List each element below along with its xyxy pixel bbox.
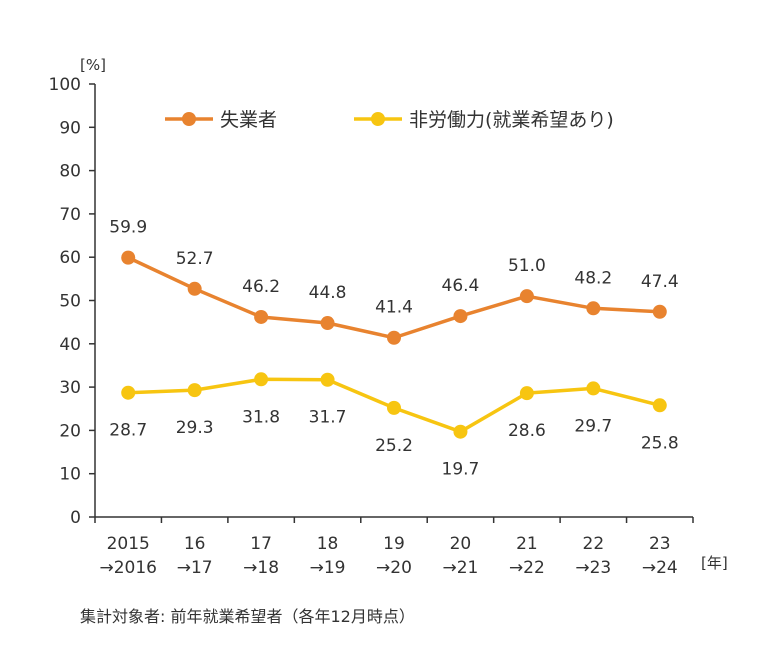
data-point xyxy=(652,398,667,413)
x-tick-label: →21 xyxy=(442,558,478,578)
y-tick-label: 10 xyxy=(59,465,81,485)
x-tick-label: →17 xyxy=(177,558,213,578)
x-tick-label: 19 xyxy=(383,534,405,554)
x-tick-label: 23 xyxy=(649,534,671,554)
data-point xyxy=(586,381,601,396)
x-tick-label: →23 xyxy=(575,558,611,578)
data-label: 51.0 xyxy=(508,256,546,276)
data-label: 44.8 xyxy=(309,283,347,303)
x-tick-label: →20 xyxy=(376,558,412,578)
data-point xyxy=(453,424,468,439)
y-tick-label: 20 xyxy=(59,421,81,441)
data-point xyxy=(519,289,534,304)
y-tick-label: 80 xyxy=(59,162,81,182)
data-point xyxy=(519,386,534,401)
x-tick-label: →18 xyxy=(243,558,279,578)
series: 28.7 29.3 31.8 31.7 25.2 19.7 28.6 29.7 25.8 xyxy=(109,372,679,480)
data-point xyxy=(320,372,335,387)
data-point xyxy=(254,372,269,387)
x-tick-label: →24 xyxy=(642,558,678,578)
x-tick-label: 22 xyxy=(583,534,605,554)
data-label: 48.2 xyxy=(574,268,612,288)
legend-label: 失業者 xyxy=(220,109,277,131)
y-tick-label: 40 xyxy=(59,335,81,355)
legend-item: 非労働力(就業希望あり) xyxy=(354,109,614,131)
y-ticks: 0 10 20 30 40 50 60 70 80 90 100 xyxy=(49,75,95,528)
data-label: 46.2 xyxy=(242,277,280,297)
x-tick-label: →19 xyxy=(310,558,346,578)
x-ticks: 2015 →2016 16 →17 17 →18 18 →19 19 →20 20 →21 21 →22 2… xyxy=(94,517,694,578)
data-label: 29.3 xyxy=(176,418,214,438)
data-label: 46.4 xyxy=(442,276,480,296)
data-label: 28.7 xyxy=(109,421,147,441)
data-point xyxy=(320,316,335,331)
series: 59.9 52.7 46.2 44.8 41.4 46.4 51.0 48.2 47.4 xyxy=(109,218,679,345)
legend: 失業者 非労働力(就業希望あり) xyxy=(165,109,614,131)
x-tick-label: →2016 xyxy=(99,558,157,578)
x-unit-label: [年] xyxy=(701,554,728,572)
data-point xyxy=(652,304,667,319)
y-tick-label: 0 xyxy=(70,508,81,528)
data-label: 19.7 xyxy=(442,460,480,480)
y-tick-label: 70 xyxy=(59,205,81,225)
data-label: 47.4 xyxy=(641,272,679,292)
legend-item: 失業者 xyxy=(165,109,277,131)
data-point xyxy=(387,330,401,345)
data-point xyxy=(187,383,202,398)
y-tick-label: 100 xyxy=(49,75,81,95)
data-label: 25.8 xyxy=(641,433,679,453)
x-tick-label: 17 xyxy=(250,534,272,554)
data-label: 31.8 xyxy=(242,407,280,427)
data-label: 59.9 xyxy=(109,218,147,238)
y-tick-label: 60 xyxy=(59,248,81,268)
data-label: 31.7 xyxy=(309,408,347,428)
x-tick-label: 2015 xyxy=(107,534,150,554)
y-tick-label: 30 xyxy=(59,378,81,398)
data-label: 52.7 xyxy=(176,249,214,269)
data-point xyxy=(254,309,269,324)
data-point xyxy=(586,301,601,316)
legend-marker xyxy=(371,112,385,126)
data-label: 41.4 xyxy=(375,298,413,318)
x-tick-label: 21 xyxy=(516,534,538,554)
data-point xyxy=(453,309,468,324)
data-point xyxy=(187,281,202,296)
legend-marker xyxy=(182,112,196,126)
x-tick-label: 16 xyxy=(184,534,206,554)
data-point xyxy=(387,400,401,415)
y-tick-label: 50 xyxy=(59,292,81,312)
data-label: 28.6 xyxy=(508,421,546,441)
data-label: 25.2 xyxy=(375,436,413,456)
x-tick-label: 20 xyxy=(450,534,472,554)
y-unit-label: [%] xyxy=(80,56,106,74)
x-tick-label: →22 xyxy=(509,558,545,578)
x-tick-label: 18 xyxy=(317,534,339,554)
series-layer: 59.9 52.7 46.2 44.8 41.4 46.4 51.0 48.2 47.4 28.7… xyxy=(109,218,678,480)
data-point xyxy=(121,250,136,265)
footnote: 集計対象者: 前年就業希望者（各年12月時点） xyxy=(80,607,415,626)
data-label: 29.7 xyxy=(574,416,612,436)
data-point xyxy=(121,385,136,400)
legend-label: 非労働力(就業希望あり) xyxy=(409,109,614,131)
y-tick-label: 90 xyxy=(59,118,81,138)
